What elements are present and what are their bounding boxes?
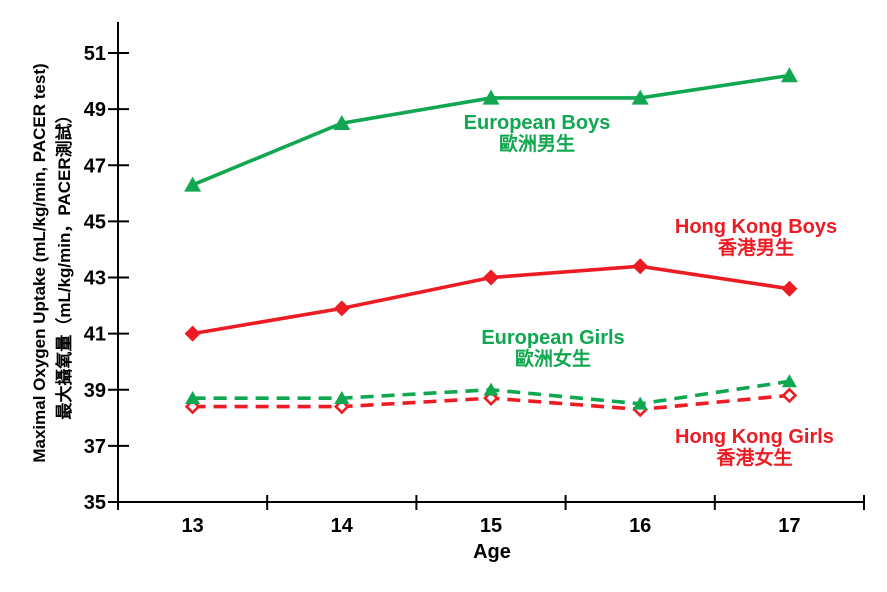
- series-label-en: European Boys: [463, 112, 611, 134]
- data-point-hong-kong-girls: [781, 387, 798, 404]
- y-axis-title: Maximal Oxygen Uptake (mL/kg/min, PACER …: [28, 0, 78, 533]
- series-label-zh: 香港男生: [717, 238, 794, 259]
- series-label-en: Hong Kong Girls: [675, 426, 834, 448]
- y-tick-label: 49: [84, 99, 106, 121]
- data-point-hong-kong-boys: [333, 300, 350, 317]
- data-point-hong-kong-boys: [781, 280, 798, 297]
- y-axis-title-chinese: 最大攝氧量（mL/kg/min，PACER測試）: [55, 106, 74, 420]
- series-label-hong-kong-boys: Hong Kong Boys 香港男生: [656, 216, 856, 260]
- data-point-european-girls: [781, 374, 797, 388]
- series-label-hong-kong-girls: Hong Kong Girls 香港女生: [652, 426, 857, 470]
- series-label-en: Hong Kong Boys: [674, 216, 838, 238]
- x-tick-label: 17: [778, 515, 800, 537]
- data-point-european-boys: [333, 114, 351, 130]
- y-tick-label: 35: [84, 492, 106, 514]
- x-axis-title: Age: [473, 541, 511, 563]
- data-point-european-boys: [482, 89, 500, 105]
- data-point-hong-kong-boys: [483, 269, 499, 286]
- series-label-zh: 歐洲男生: [498, 134, 575, 155]
- data-point-european-boys: [184, 176, 202, 192]
- x-tick-label: 14: [331, 515, 354, 537]
- data-point-hong-kong-boys: [632, 258, 649, 275]
- x-tick-label: 15: [480, 515, 502, 537]
- y-tick-label: 41: [84, 324, 106, 346]
- series-label-zh: 歐洲女生: [514, 349, 591, 370]
- x-tick-label: 16: [629, 515, 651, 537]
- y-axis-title-english: Maximal Oxygen Uptake (mL/kg/min, PACER …: [30, 63, 49, 463]
- data-point-european-girls: [334, 391, 350, 405]
- series-label-en: European Girls: [481, 327, 625, 349]
- data-point-european-boys: [780, 67, 798, 83]
- y-tick-label: 47: [84, 155, 106, 177]
- data-point-european-girls: [483, 382, 499, 396]
- y-tick-label: 37: [84, 436, 106, 458]
- data-point-european-girls: [632, 396, 648, 410]
- series-label-european-boys: European Boys 歐洲男生: [437, 112, 637, 156]
- data-point-hong-kong-boys: [184, 325, 201, 342]
- series-label-european-girls: European Girls 歐洲女生: [453, 327, 653, 371]
- y-tick-label: 51: [84, 43, 106, 65]
- x-tick-label: 13: [181, 515, 203, 537]
- y-tick-label: 39: [84, 380, 106, 402]
- data-point-european-girls: [185, 391, 201, 405]
- y-tick-label: 45: [84, 211, 106, 233]
- y-tick-label: 43: [84, 268, 106, 290]
- series-label-zh: 香港女生: [716, 448, 793, 469]
- data-point-european-boys: [631, 89, 649, 105]
